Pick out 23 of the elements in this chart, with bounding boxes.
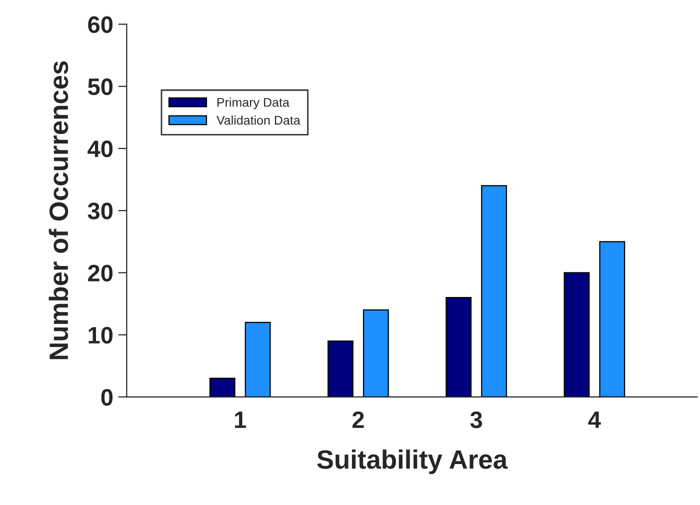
bar xyxy=(244,322,271,397)
bar xyxy=(209,378,236,397)
bar xyxy=(362,309,389,397)
y-tick-label: 10 xyxy=(88,326,113,344)
x-tick-label: 3 xyxy=(470,411,482,428)
x-tick-label: 1 xyxy=(235,412,246,428)
bar xyxy=(481,185,507,397)
y-tick-label: 20 xyxy=(88,264,113,282)
x-axis-title: Suitability Area xyxy=(317,449,508,474)
y-tick-label: 30 xyxy=(88,202,113,220)
y-tick-label: 60 xyxy=(88,16,113,34)
y-axis-title: Number of Occurrences xyxy=(48,61,68,360)
bar xyxy=(599,241,626,397)
bar xyxy=(446,296,472,397)
legend-label: Primary Data xyxy=(218,98,290,110)
legend-label: Validation Data xyxy=(216,116,300,125)
bar xyxy=(328,340,354,397)
y-tick-label: 50 xyxy=(88,78,113,96)
x-tick-label: 2 xyxy=(352,411,364,428)
bar xyxy=(564,272,590,397)
y-tick-label: 40 xyxy=(88,140,113,158)
x-tick-label: 4 xyxy=(588,412,601,428)
y-tick-label: 0 xyxy=(101,389,113,406)
